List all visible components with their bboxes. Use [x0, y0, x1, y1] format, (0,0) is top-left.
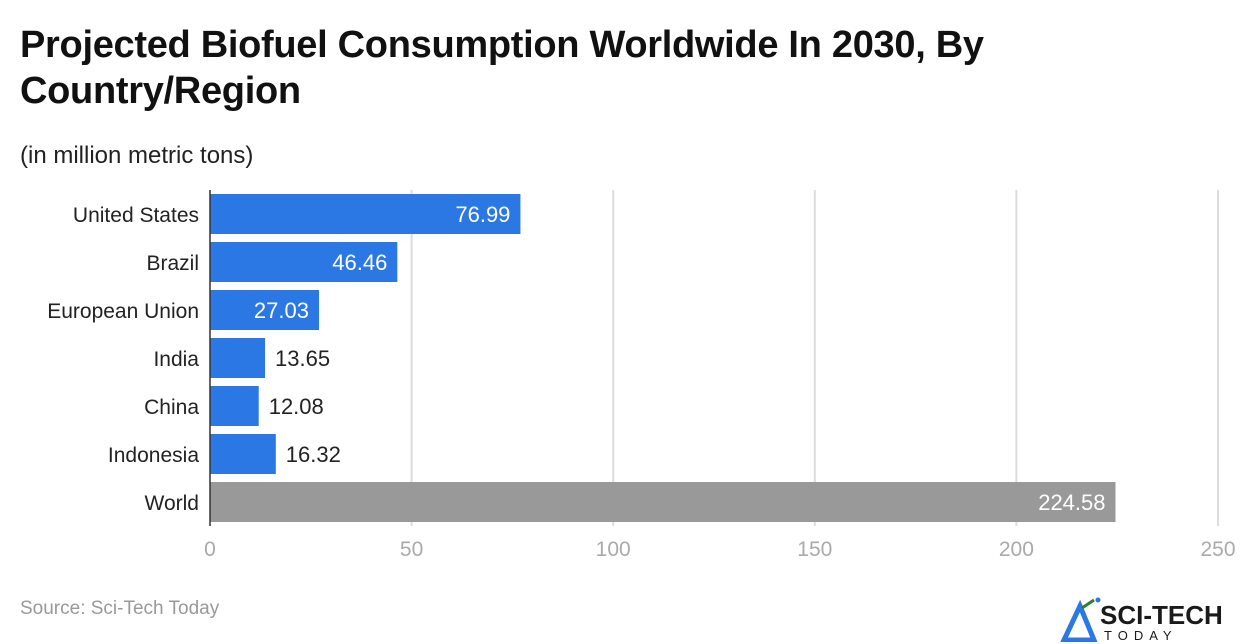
bar — [210, 290, 319, 330]
svg-text:TODAY: TODAY — [1104, 628, 1178, 642]
logo-triangle-icon — [1060, 599, 1098, 642]
category-label: United States — [73, 204, 199, 227]
data-label: 27.03 — [254, 298, 309, 323]
category-label: European Union — [47, 300, 199, 323]
x-tick-label: 250 — [1200, 538, 1235, 561]
bar — [210, 482, 1116, 522]
svg-text:SCI-TECH: SCI-TECH — [1100, 600, 1223, 630]
data-label: 224.58 — [1038, 490, 1105, 515]
data-label: 13.65 — [275, 346, 330, 371]
x-tick-label: 150 — [797, 538, 832, 561]
bar — [210, 434, 276, 474]
category-label: China — [144, 396, 199, 419]
category-label: India — [153, 348, 199, 371]
bar — [210, 194, 521, 234]
x-tick-label: 0 — [204, 538, 216, 561]
data-label: 12.08 — [269, 394, 324, 419]
x-tick-label: 200 — [999, 538, 1034, 561]
category-label: Indonesia — [108, 444, 199, 467]
data-label: 76.99 — [455, 202, 510, 227]
chart-subtitle: (in million metric tons) — [20, 142, 254, 169]
chart-title: Projected Biofuel Consumption Worldwide … — [20, 24, 984, 112]
source-note: Source: Sci-Tech Today — [20, 598, 220, 619]
bar — [210, 338, 266, 378]
sci-tech-today-logo: SCI-TECH TODAY — [1060, 597, 1223, 642]
bar — [210, 242, 398, 282]
x-tick-label: 100 — [596, 538, 631, 561]
category-label: Brazil — [146, 252, 199, 275]
bar — [210, 386, 259, 426]
x-tick-label: 50 — [400, 538, 423, 561]
data-label: 46.46 — [332, 250, 387, 275]
data-label: 16.32 — [286, 442, 341, 467]
category-label: World — [145, 492, 199, 515]
